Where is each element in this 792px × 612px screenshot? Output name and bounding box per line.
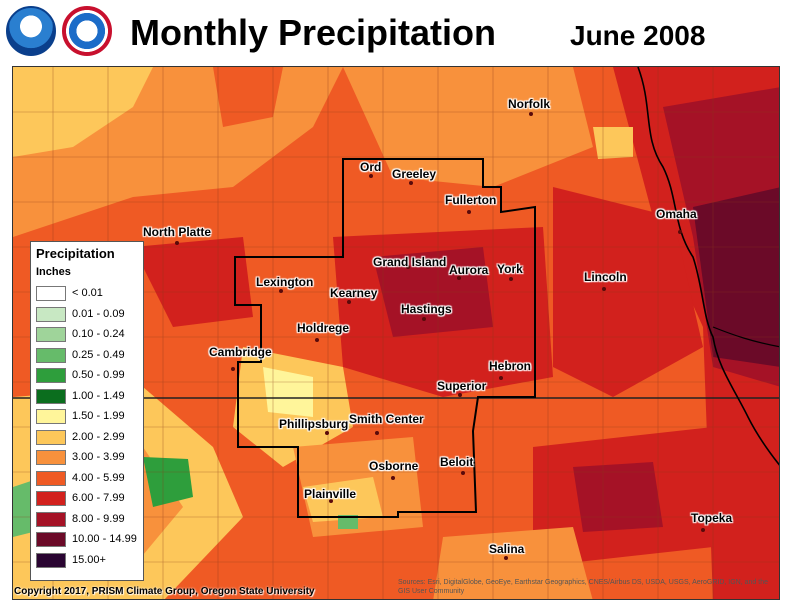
legend-swatch	[36, 532, 66, 547]
city-label-grand-island: Grand Island	[373, 255, 447, 269]
legend: Precipitation Inches < 0.01 0.01 - 0.09 0.…	[30, 241, 144, 581]
city-label-hastings: Hastings	[401, 302, 452, 316]
legend-swatch	[36, 347, 66, 363]
city-label-osborne: Osborne	[369, 459, 419, 473]
legend-label: 0.10 - 0.24	[72, 328, 125, 340]
legend-swatch	[36, 552, 66, 568]
city-label-greeley: Greeley	[392, 167, 437, 181]
legend-label: 1.50 - 1.99	[72, 410, 125, 422]
legend-swatch	[36, 429, 66, 445]
legend-swatch	[36, 450, 66, 465]
legend-swatch	[36, 470, 66, 486]
legend-label: 10.00 - 14.99	[72, 533, 137, 545]
city-label-ord: Ord	[360, 160, 382, 174]
city-label-plainville: Plainville	[304, 487, 357, 501]
map-title: Monthly Precipitation	[130, 12, 497, 53]
city-label-lincoln: Lincoln	[584, 270, 627, 284]
legend-label: 3.00 - 3.99	[72, 451, 125, 463]
city-label-aurora: Aurora	[449, 263, 489, 277]
legend-swatch	[36, 409, 66, 424]
city-label-superior: Superior	[437, 379, 487, 393]
city-label-cambridge: Cambridge	[209, 345, 272, 359]
city-label-hebron: Hebron	[489, 359, 531, 373]
legend-swatch	[36, 491, 66, 506]
legend-swatch	[36, 388, 66, 404]
city-label-holdrege: Holdrege	[297, 321, 350, 335]
city-label-beloit: Beloit	[440, 455, 474, 469]
legend-label: 6.00 - 7.99	[72, 492, 125, 504]
legend-label: 15.00+	[72, 553, 106, 566]
city-label-york: York	[497, 262, 523, 276]
city-label-salina: Salina	[489, 542, 525, 556]
legend-swatch	[36, 306, 66, 322]
legend-title: Precipitation	[36, 246, 115, 261]
legend-label: 0.01 - 0.09	[72, 307, 125, 320]
legend-label: 8.00 - 9.99	[72, 512, 125, 525]
map-sources-attribution: Sources: Esri, DigitalGlobe, GeoEye, Ear…	[398, 579, 768, 595]
legend-label: 0.25 - 0.49	[72, 348, 125, 361]
city-label-kearney: Kearney	[330, 286, 378, 300]
noaa-logo	[6, 6, 56, 56]
city-label-lexington: Lexington	[256, 275, 314, 289]
city-label-fullerton: Fullerton	[445, 193, 497, 207]
city-label-norfolk: Norfolk	[508, 97, 550, 111]
map-date: June 2008	[570, 20, 706, 51]
legend-swatch	[36, 368, 66, 383]
legend-label: < 0.01	[72, 287, 103, 299]
city-label-smith-center: Smith Center	[349, 412, 424, 426]
city-label-phillipsburg: Phillipsburg	[279, 417, 349, 431]
legend-label: 1.00 - 1.49	[72, 389, 125, 402]
legend-label: 0.50 - 0.99	[72, 369, 125, 381]
legend-label: 4.00 - 5.99	[72, 471, 125, 484]
city-label-topeka: Topeka	[691, 511, 733, 525]
national-weather-service-logo	[62, 6, 112, 56]
city-label-omaha: Omaha	[656, 207, 697, 221]
legend-swatch	[36, 286, 66, 301]
legend-units: Inches	[36, 266, 71, 278]
legend-label: 2.00 - 2.99	[72, 430, 125, 443]
city-label-north-platte: North Platte	[143, 225, 212, 239]
legend-swatch	[36, 511, 66, 527]
copyright-text: Copyright 2017, PRISM Climate Group, Ore…	[14, 586, 315, 597]
legend-swatch	[36, 327, 66, 342]
header: Monthly Precipitation June 2008	[0, 0, 792, 66]
